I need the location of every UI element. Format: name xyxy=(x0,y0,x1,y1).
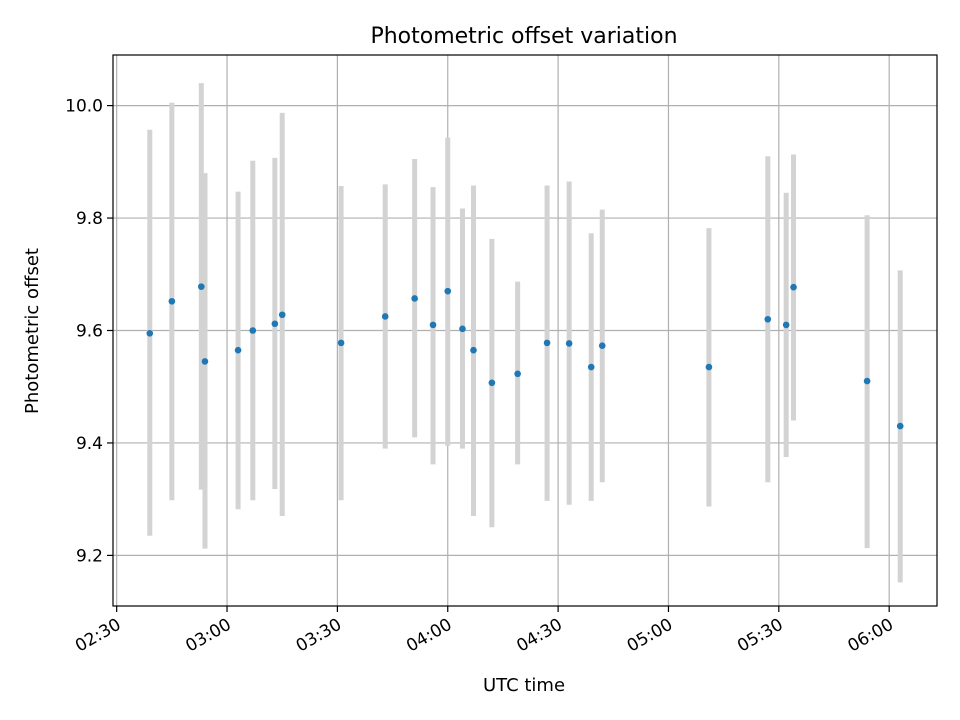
data-point xyxy=(271,320,279,328)
data-point xyxy=(444,287,452,295)
x-axis-label: UTC time xyxy=(483,675,565,696)
data-point xyxy=(790,283,797,291)
y-tick-label: 9.8 xyxy=(76,209,103,229)
data-point xyxy=(249,327,257,334)
data-points xyxy=(146,283,904,430)
data-point xyxy=(278,311,286,319)
data-point xyxy=(168,297,176,305)
data-point xyxy=(598,342,606,349)
y-tick-label: 10.0 xyxy=(65,97,103,117)
data-point xyxy=(782,321,790,329)
data-point xyxy=(459,325,466,333)
data-point xyxy=(514,370,521,378)
data-point xyxy=(587,363,595,371)
data-point xyxy=(381,313,389,320)
data-point xyxy=(863,377,871,385)
data-point xyxy=(705,363,713,371)
data-point xyxy=(234,346,242,354)
data-point xyxy=(764,315,772,323)
y-axis-label: Photometric offset xyxy=(22,248,43,414)
data-point xyxy=(470,346,477,354)
data-point xyxy=(411,295,418,302)
data-point xyxy=(896,422,904,430)
data-point xyxy=(146,330,154,337)
data-point xyxy=(197,283,205,290)
y-tick-label: 9.6 xyxy=(76,322,103,342)
data-point xyxy=(201,358,209,365)
y-axis-ticks: 9.2 9.4 9.6 9.8 10.0 xyxy=(65,97,113,566)
data-point xyxy=(565,340,573,347)
y-tick-label: 9.4 xyxy=(76,434,103,454)
data-point xyxy=(429,321,437,329)
y-tick-label: 9.2 xyxy=(76,546,103,566)
data-point xyxy=(337,339,345,347)
chart-title: Photometric offset variation xyxy=(370,24,677,49)
data-point xyxy=(488,379,496,387)
data-point xyxy=(543,339,551,347)
